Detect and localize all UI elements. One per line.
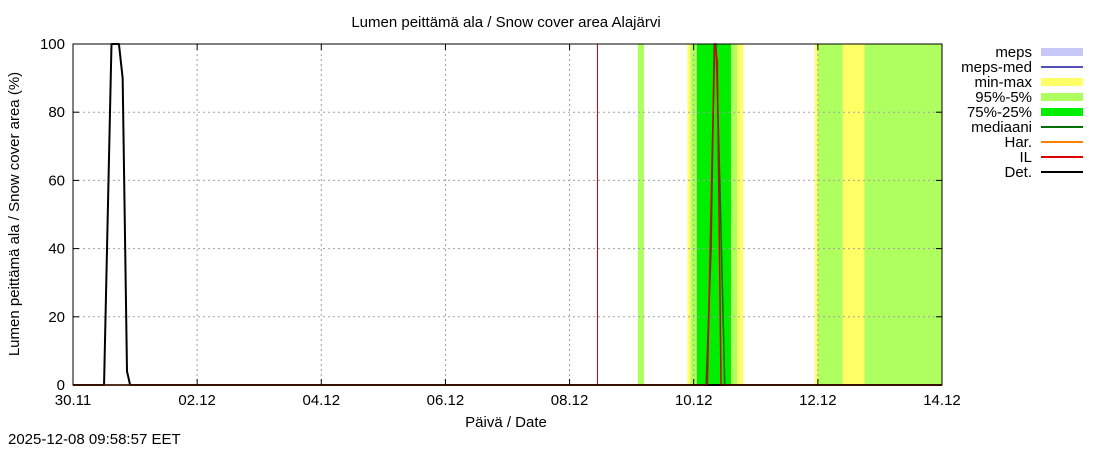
legend-label: Har. [1004, 134, 1032, 151]
legend-swatch [1041, 93, 1083, 101]
series-il-line [73, 43, 942, 386]
legend-swatch [1041, 78, 1083, 86]
timestamp-footer: 2025-12-08 09:58:57 EET [8, 431, 181, 448]
x-tick-label: 10.12 [675, 392, 713, 409]
legend-label: 95%-5% [975, 89, 1032, 106]
y-tick-label: 60 [48, 172, 65, 189]
legend-label: mediaani [971, 119, 1032, 136]
legend-swatch [1041, 108, 1083, 116]
legend-label: 75%-25% [967, 104, 1032, 121]
x-axis-label: Päivä / Date [465, 414, 547, 431]
y-tick-label: 40 [48, 241, 65, 258]
x-tick-label: 12.12 [799, 392, 837, 409]
legend-label: Det. [1004, 164, 1032, 181]
legend-label: meps-med [961, 59, 1032, 76]
p95-5-band [637, 44, 645, 385]
p95-5-band [864, 44, 942, 385]
y-tick-label: 80 [48, 104, 65, 121]
y-tick-label: 20 [48, 309, 65, 326]
x-tick-label: 08.12 [551, 392, 589, 409]
legend-swatch [1041, 48, 1083, 56]
x-tick-label: 04.12 [303, 392, 341, 409]
x-tick-label: 02.12 [178, 392, 216, 409]
chart-title: Lumen peittämä ala / Snow cover area Ala… [351, 14, 660, 31]
x-tick-label: 06.12 [427, 392, 465, 409]
y-tick-label: 100 [40, 36, 65, 53]
series-mediaani-line [73, 43, 942, 386]
legend-label: meps [995, 44, 1032, 61]
x-tick-label: 14.12 [923, 392, 961, 409]
y-axis-label: Lumen peittämä ala / Snow cover area (%) [6, 72, 23, 356]
series-det--line [73, 43, 942, 386]
p95-5-band [817, 44, 843, 385]
y-tick-label: 0 [57, 377, 65, 394]
legend: mepsmeps-medmin-max95%-5%75%-25%mediaani… [961, 44, 1083, 181]
plot-border [72, 43, 943, 386]
x-tick-label: 30.11 [55, 392, 91, 409]
legend-label: IL [1019, 149, 1032, 166]
legend-label: min-max [974, 74, 1032, 91]
plot-area: 0 20 40 60 80 100 30.11 02.12 04.12 06.12 08.12 10.… [40, 36, 961, 409]
